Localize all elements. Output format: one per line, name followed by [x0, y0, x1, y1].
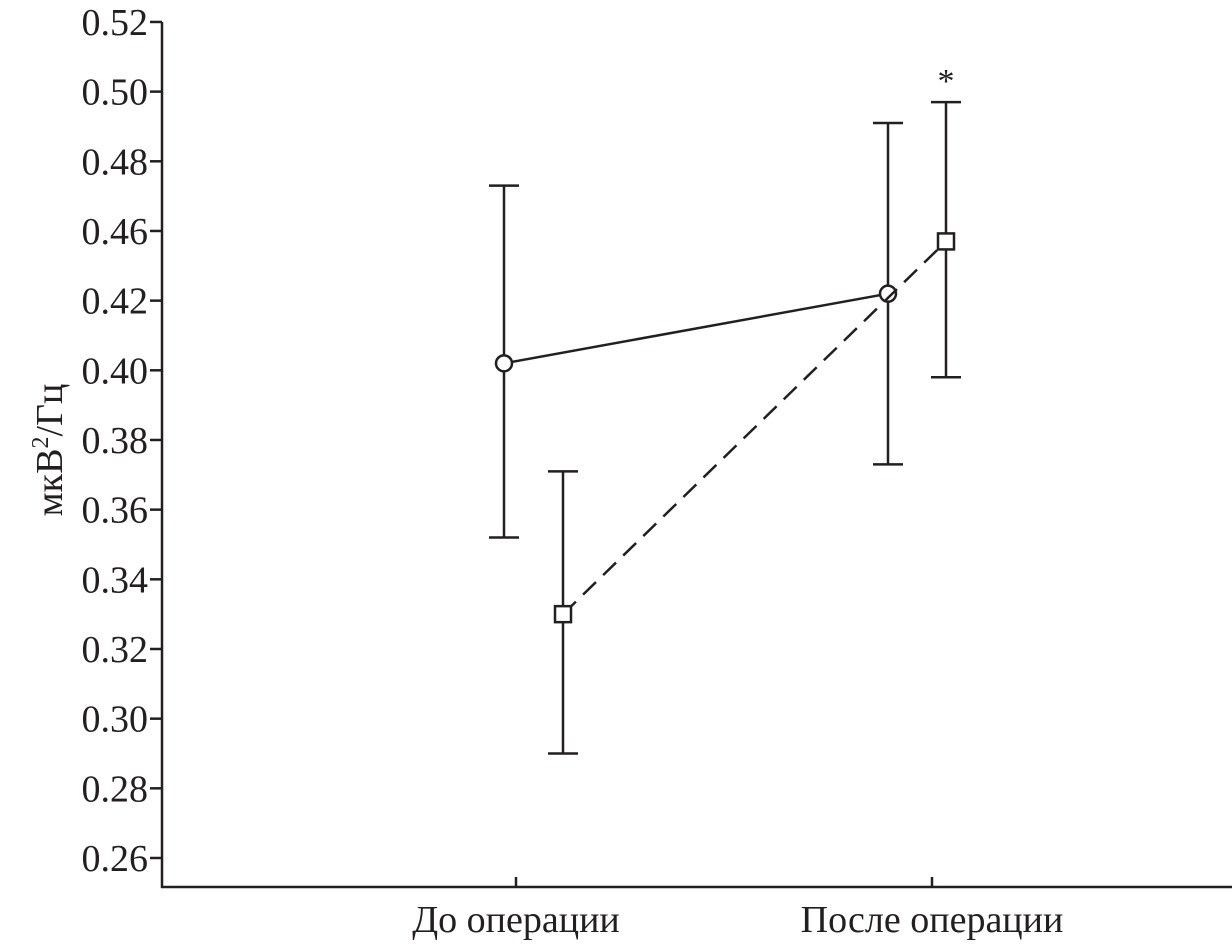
y-tick-label: 0.30 — [82, 699, 149, 741]
y-tick-label: 0.40 — [82, 350, 149, 392]
significance-asterisk: * — [938, 63, 955, 100]
y-tick-label: 0.50 — [82, 72, 149, 114]
series-line — [503, 292, 889, 365]
x-tick-label: До операции — [412, 899, 620, 941]
y-tick-label: 0.36 — [82, 490, 149, 532]
y-tick-label: 0.46 — [82, 211, 149, 253]
data-point-square — [936, 232, 956, 251]
data-point-square — [553, 604, 573, 624]
y-tick-label: 0.32 — [82, 629, 149, 671]
y-tick-label: 0.28 — [82, 768, 149, 810]
y-tick-label: 0.38 — [82, 420, 149, 462]
y-tick-label: 0.26 — [82, 838, 149, 880]
series-line — [562, 240, 947, 616]
y-tick-label: 0.52 — [82, 2, 149, 44]
y-tick-label: 0.48 — [82, 141, 149, 183]
y-tick-label: 0.42 — [82, 281, 149, 323]
data-point-circle — [878, 284, 898, 303]
x-tick-label: После операции — [801, 899, 1064, 941]
y-axis-label: мкВ2/Гц — [28, 384, 71, 517]
data-point-circle — [494, 354, 514, 373]
y-tick-label: 0.34 — [82, 559, 149, 601]
